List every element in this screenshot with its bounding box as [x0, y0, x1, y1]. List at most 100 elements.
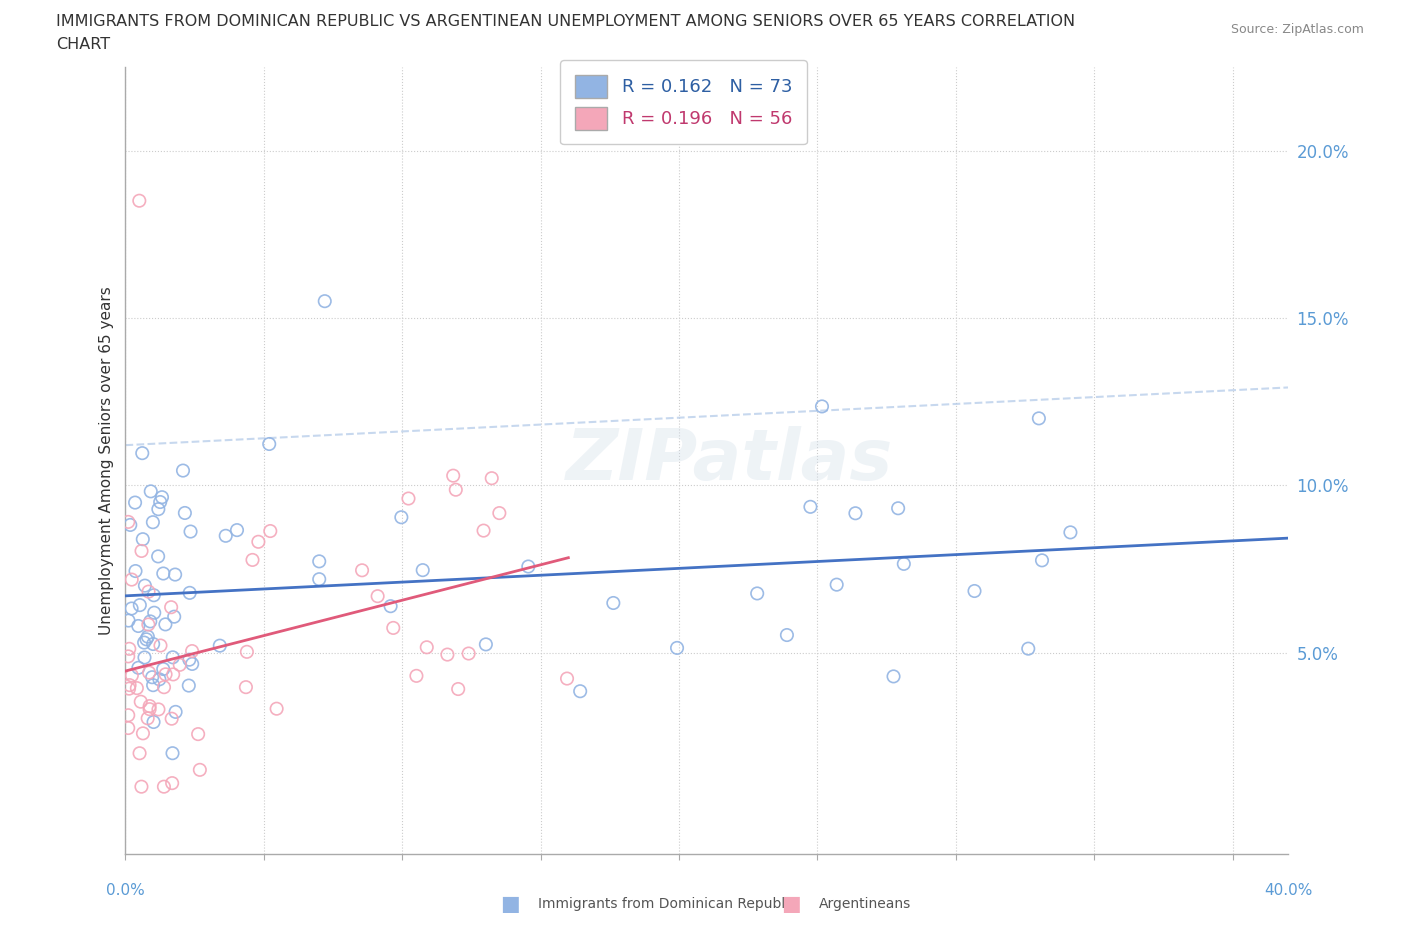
Text: CHART: CHART [56, 37, 110, 52]
Point [177, 678, 200, 693]
Point [142, 714, 165, 729]
Point [188, 763, 211, 777]
Point [131, 779, 153, 794]
Point [1028, 411, 1050, 426]
Point [136, 630, 159, 644]
Point [308, 572, 330, 587]
Point [308, 554, 330, 569]
Point [139, 614, 162, 629]
Point [181, 644, 204, 658]
Point [149, 638, 172, 653]
Point [187, 726, 209, 741]
Legend: R = 0.162   N = 73, R = 0.196   N = 56: R = 0.162 N = 73, R = 0.196 N = 56 [561, 60, 807, 144]
Point [134, 635, 156, 650]
Point [135, 631, 157, 646]
Point [142, 636, 165, 651]
Point [142, 678, 165, 693]
Point [517, 559, 540, 574]
Point [121, 668, 143, 683]
Point [844, 506, 866, 521]
Point [405, 669, 427, 684]
Point [235, 680, 257, 695]
Point [148, 671, 170, 686]
Point [963, 583, 986, 598]
Point [117, 721, 139, 736]
Point [481, 471, 503, 485]
Point [138, 618, 160, 632]
Point [215, 528, 238, 543]
Point [142, 515, 165, 530]
Point [152, 661, 174, 676]
Point [1031, 553, 1053, 568]
Point [153, 779, 176, 794]
Point [163, 609, 186, 624]
Point [128, 598, 150, 613]
Point [247, 535, 270, 550]
Point [181, 657, 204, 671]
Point [825, 578, 848, 592]
Point [134, 578, 156, 593]
Point [117, 613, 139, 628]
Point [172, 463, 194, 478]
Point [136, 711, 159, 725]
Point [162, 650, 184, 665]
Point [666, 641, 689, 656]
Point [152, 566, 174, 581]
Point [1059, 525, 1081, 539]
Point [127, 618, 149, 633]
Y-axis label: Unemployment Among Seniors over 65 years: Unemployment Among Seniors over 65 years [100, 286, 114, 634]
Point [165, 567, 187, 582]
Text: ■: ■ [501, 894, 520, 914]
Text: 40.0%: 40.0% [1264, 884, 1312, 898]
Point [444, 483, 467, 498]
Point [118, 642, 141, 657]
Point [118, 678, 141, 693]
Point [776, 628, 799, 643]
Point [259, 524, 281, 538]
Point [138, 698, 160, 713]
Point [117, 649, 139, 664]
Point [162, 667, 184, 682]
Point [129, 695, 152, 710]
Point [155, 667, 177, 682]
Point [389, 510, 412, 525]
Point [148, 501, 170, 516]
Point [131, 543, 153, 558]
Point [128, 746, 150, 761]
Point [138, 702, 160, 717]
Point [416, 640, 439, 655]
Point [148, 702, 170, 717]
Text: Immigrants from Dominican Republic: Immigrants from Dominican Republic [538, 897, 797, 911]
Point [883, 669, 905, 684]
Point [257, 436, 280, 451]
Point [124, 495, 146, 510]
Point [132, 726, 155, 741]
Point [120, 517, 142, 532]
Point [121, 601, 143, 616]
Text: 0.0%: 0.0% [105, 884, 145, 898]
Point [141, 670, 163, 684]
Point [138, 665, 160, 680]
Point [799, 499, 821, 514]
Point [149, 495, 172, 510]
Point [125, 681, 148, 696]
Point [162, 746, 184, 761]
Point [447, 682, 470, 697]
Point [488, 506, 510, 521]
Point [602, 595, 624, 610]
Point [412, 563, 434, 578]
Point [160, 600, 183, 615]
Point [472, 524, 495, 538]
Text: IMMIGRANTS FROM DOMINICAN REPUBLIC VS ARGENTINEAN UNEMPLOYMENT AMONG SENIORS OVE: IMMIGRANTS FROM DOMINICAN REPUBLIC VS AR… [56, 14, 1076, 29]
Point [173, 506, 195, 521]
Point [266, 701, 288, 716]
Point [398, 491, 420, 506]
Point [132, 532, 155, 547]
Point [128, 193, 150, 208]
Point [887, 501, 910, 516]
Point [380, 599, 402, 614]
Text: Argentineans: Argentineans [820, 897, 911, 911]
Text: Source: ZipAtlas.com: Source: ZipAtlas.com [1230, 23, 1364, 36]
Point [747, 586, 769, 601]
Point [236, 644, 259, 659]
